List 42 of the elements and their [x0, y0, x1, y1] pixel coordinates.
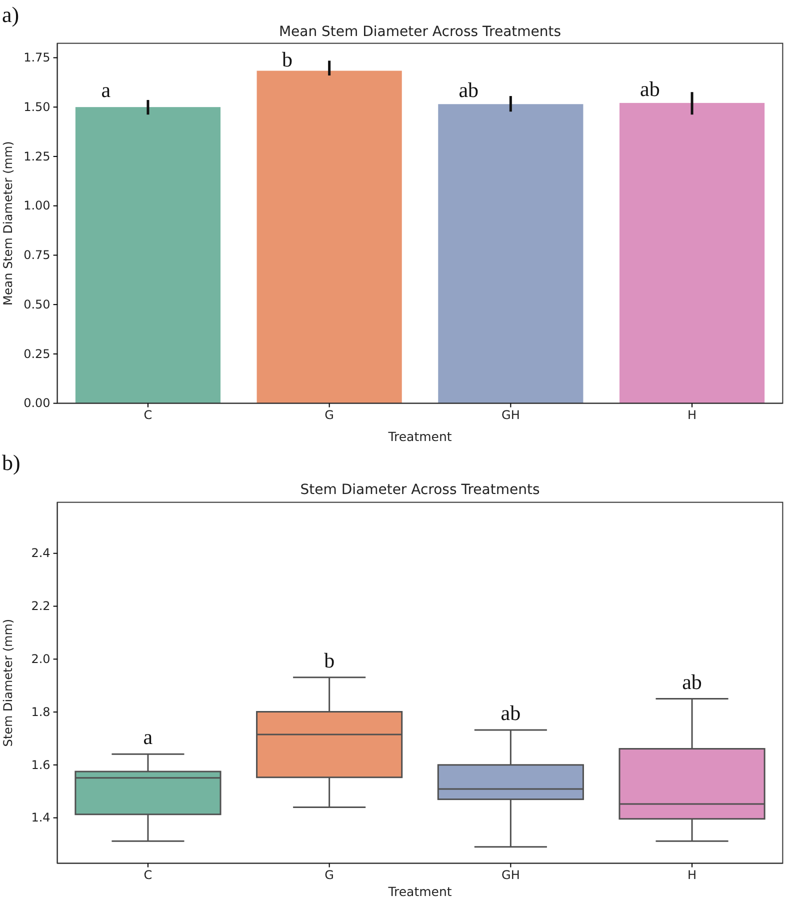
chart-title: Mean Stem Diameter Across Treatments: [278, 24, 562, 40]
x-tick-label: C: [144, 408, 152, 422]
y-tick-label: 0.50: [24, 297, 50, 312]
y-tick-label: 1.75: [24, 50, 50, 65]
bar: [438, 104, 584, 404]
y-tick-label: 1.50: [24, 100, 50, 114]
y-tick-label: 2.0: [31, 652, 50, 666]
bar: [75, 107, 221, 404]
x-tick-label: H: [688, 868, 697, 882]
annotation: ab: [458, 78, 479, 102]
y-tick-label: 0.75: [24, 248, 50, 262]
annotation: a: [143, 725, 154, 750]
y-tick-label: 1.25: [24, 149, 50, 164]
annotation: b: [324, 648, 335, 672]
annotation: a: [101, 78, 112, 102]
bar: [256, 70, 402, 404]
annotation: ab: [682, 670, 702, 694]
y-tick-label: 1.8: [31, 704, 50, 719]
y-axis-title: Mean Stem Diameter (mm): [1, 141, 15, 306]
annotation: b: [282, 48, 292, 72]
chart-title: Stem Diameter Across Treatments: [300, 482, 540, 498]
x-axis-title: Treatment: [387, 429, 452, 444]
y-tick-label: 2.2: [31, 599, 50, 614]
y-axis-title: Stem Diameter (mm): [1, 618, 15, 747]
annotation: ab: [640, 77, 660, 102]
y-tick-label: 1.4: [31, 810, 50, 825]
x-tick-label: GH: [502, 408, 520, 422]
y-tick-label: 1.00: [24, 198, 50, 213]
annotation: ab: [500, 701, 521, 726]
x-tick-label: G: [324, 868, 334, 882]
x-axis-title: Treatment: [387, 884, 452, 899]
y-tick-label: 0.00: [24, 396, 50, 410]
x-tick-label: GH: [502, 868, 520, 882]
y-tick-label: 0.25: [24, 346, 50, 361]
text: b): [2, 450, 20, 475]
bar: [619, 102, 765, 404]
x-tick-label: C: [144, 868, 152, 882]
x-tick-label: G: [324, 408, 334, 422]
y-tick-label: 2.4: [31, 546, 50, 560]
x-tick-label: H: [688, 408, 697, 422]
y-tick-label: 1.6: [31, 758, 50, 772]
text: a): [2, 2, 20, 27]
